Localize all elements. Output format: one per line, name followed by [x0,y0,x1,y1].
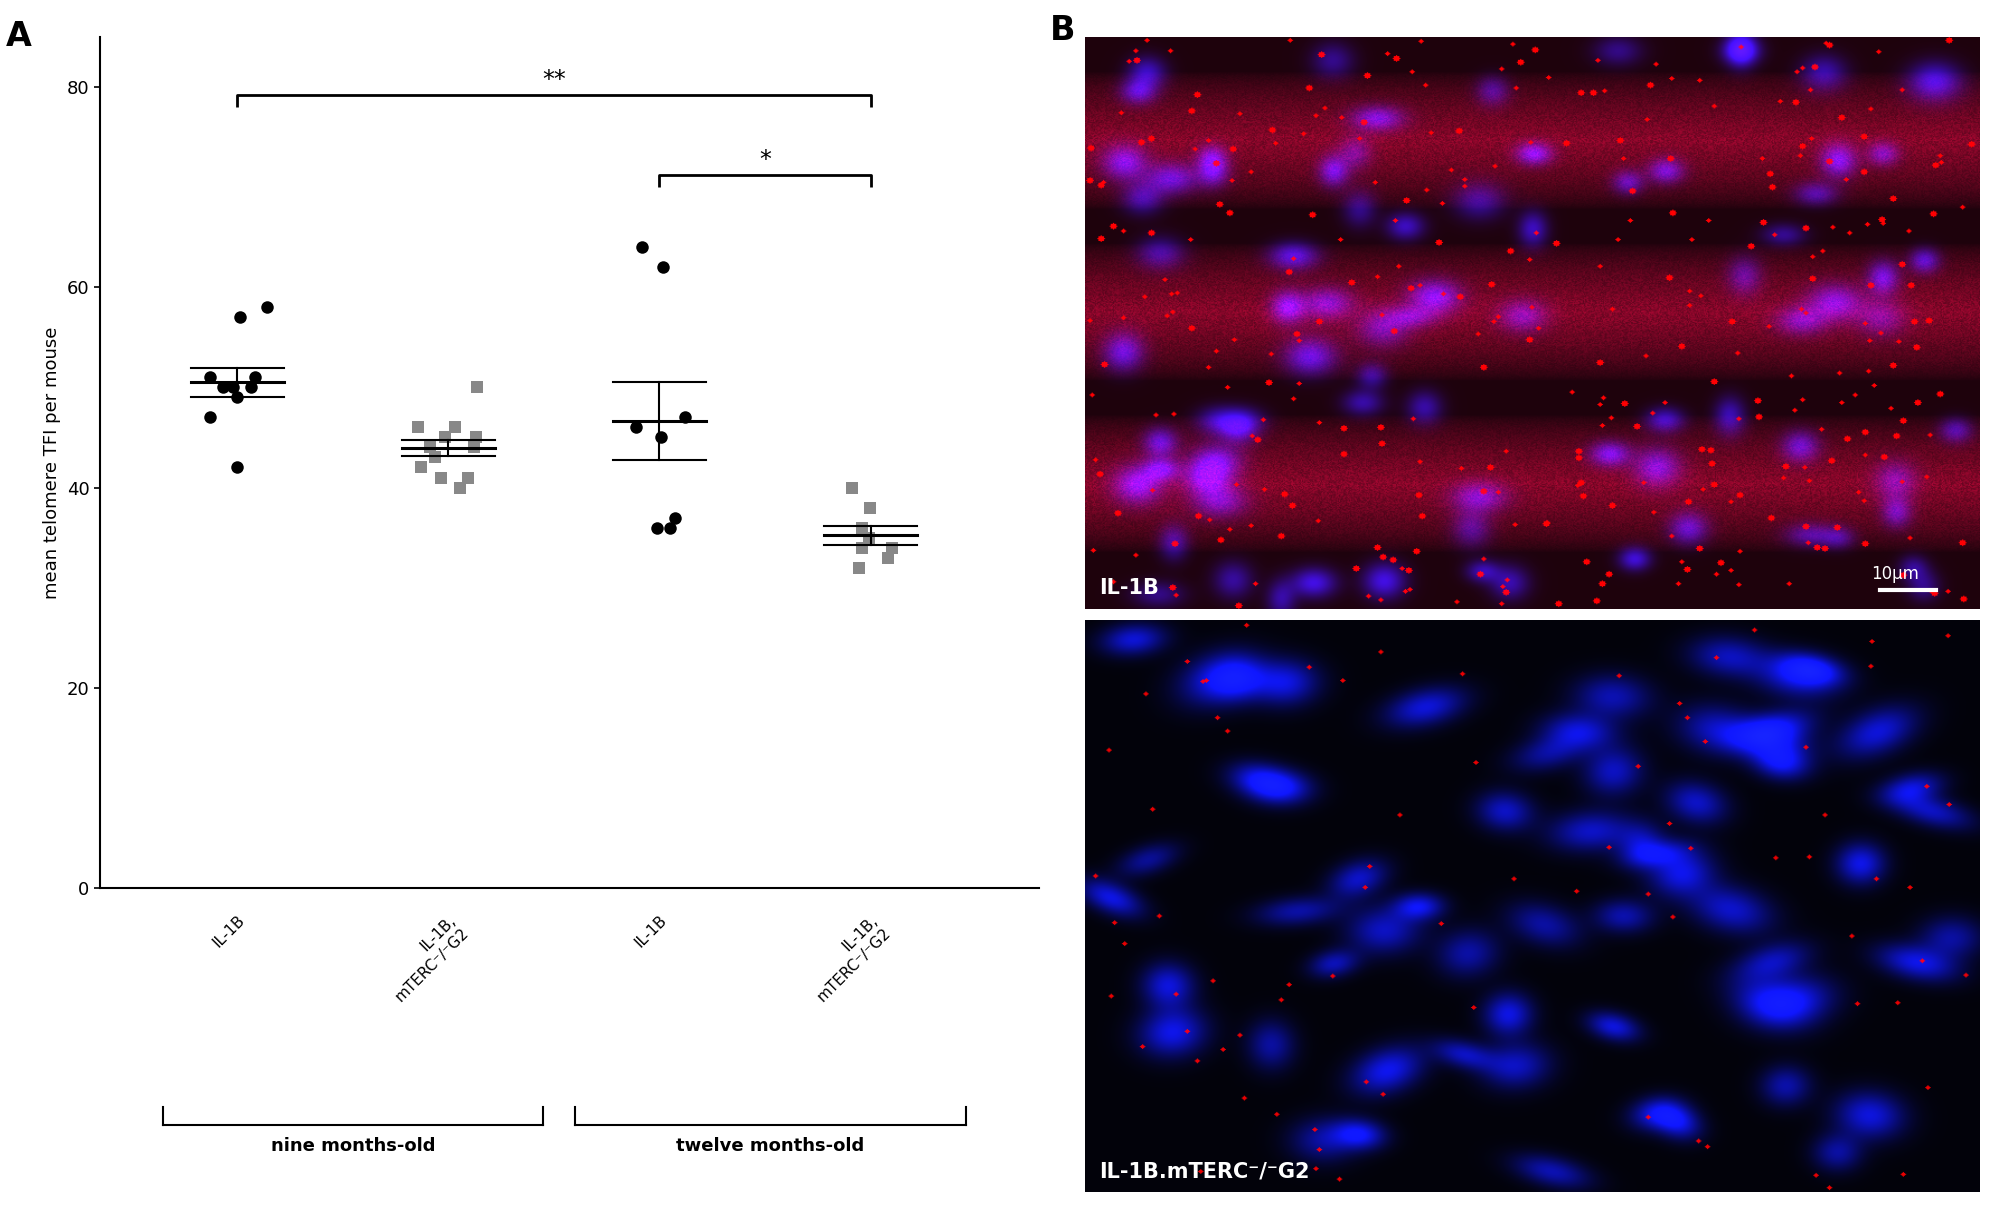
Point [460,428,492,447]
Point [194,408,226,428]
Point [452,468,484,488]
Point [206,377,238,397]
Point [444,478,476,498]
Point [438,418,470,438]
Point [414,438,446,457]
Point [460,377,492,397]
Point [458,438,490,457]
Point [842,558,874,578]
Point [222,387,254,407]
Text: twelve months-old: twelve months-old [676,1137,864,1155]
Text: IL-1B: IL-1B [632,912,670,950]
Point [620,418,652,438]
Point [876,538,908,558]
Point [846,517,878,537]
Point [646,257,678,277]
Point [854,527,886,547]
Point [626,237,658,257]
Point [418,447,450,467]
Point [836,478,868,498]
Point [654,517,686,537]
Point [660,508,692,527]
Point [670,408,702,428]
Point [194,367,226,387]
Point [238,367,270,387]
Point [872,548,904,568]
Point [252,297,284,317]
Text: IL-1B.mTERC⁻/⁻G2: IL-1B.mTERC⁻/⁻G2 [1100,1161,1310,1181]
Point [402,418,434,438]
Text: IL-1B,
mTERC⁻/⁻G2: IL-1B, mTERC⁻/⁻G2 [802,912,894,1004]
Point [222,457,254,477]
Text: IL-1B: IL-1B [1100,578,1160,597]
Point [846,538,878,558]
Text: A: A [6,20,32,53]
Y-axis label: mean telomere TFI per mouse: mean telomere TFI per mouse [44,327,62,599]
Point [218,377,250,397]
Point [404,457,436,477]
Point [642,517,674,537]
Text: *: * [760,147,770,172]
Point [236,377,268,397]
Point [644,428,676,447]
Text: nine months-old: nine months-old [272,1137,436,1155]
Point [430,428,462,447]
Point [854,498,886,517]
Text: IL-1B,
mTERC⁻/⁻G2: IL-1B, mTERC⁻/⁻G2 [380,912,472,1004]
Point [224,307,256,327]
Text: **: ** [542,68,566,92]
Text: B: B [1050,14,1076,47]
Text: IL-1B: IL-1B [210,912,248,950]
Text: 10μm: 10μm [1870,564,1918,583]
Point [424,468,456,488]
